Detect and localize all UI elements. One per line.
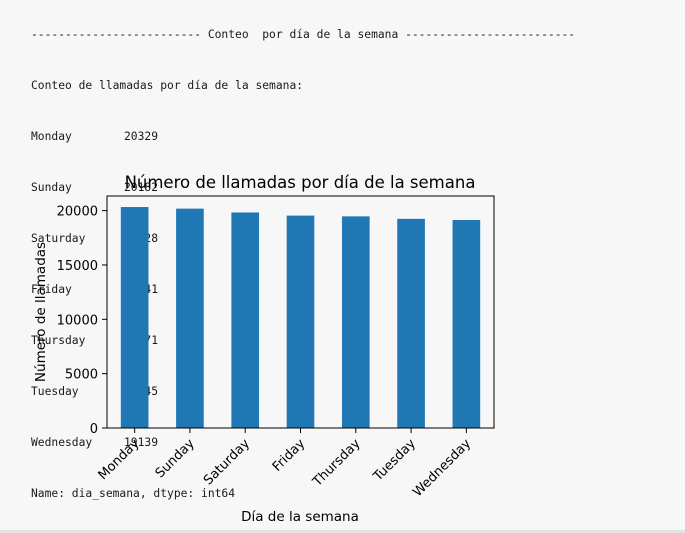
separator-line: ------------------------- Conteo por día… <box>31 28 576 41</box>
bar-sunday <box>176 208 204 428</box>
y-tick-label: 20000 <box>57 205 98 220</box>
series-footer: Name: dia_semana, dtype: int64 <box>31 487 236 500</box>
series-day: Sunday <box>31 181 72 194</box>
series-count: 19139 <box>124 436 159 449</box>
x-tick-label: Monday <box>96 436 143 483</box>
bar-tuesday <box>397 218 425 428</box>
series-row: Wednesday 19139 <box>31 434 575 451</box>
y-axis-label: Número de llamadas <box>33 242 49 382</box>
bar-friday <box>286 215 315 428</box>
series-count: 20329 <box>124 130 159 143</box>
series-row: Sunday 20182 <box>31 179 575 196</box>
series-day: Monday <box>31 130 72 143</box>
bar-saturday <box>231 212 260 428</box>
bar-monday <box>120 207 149 428</box>
bars-group <box>120 207 481 428</box>
series-header: Conteo de llamadas por día de la semana: <box>31 79 304 92</box>
plot-frame <box>106 195 495 429</box>
series-count: 20182 <box>124 181 159 194</box>
x-tick-label: Sunday <box>153 436 198 481</box>
x-tick-label: Tuesday <box>370 436 419 485</box>
series-day: Thursday <box>31 334 86 347</box>
y-tick-label: 5000 <box>65 368 98 383</box>
cell-bottom-border <box>0 530 685 533</box>
y-axis: 0 5000 10000 15000 20000 <box>57 205 107 437</box>
bar-thursday <box>341 216 370 428</box>
x-axis: Monday Sunday Saturday Friday Thursday Tuesda… <box>96 428 474 500</box>
series-day: Saturday <box>31 232 86 245</box>
x-tick-label: Friday <box>270 436 309 475</box>
y-tick-label: 15000 <box>57 259 98 274</box>
bar-wednesday <box>452 219 481 428</box>
x-axis-label: Día de la semana <box>241 509 359 525</box>
series-day: Wednesday <box>31 436 93 449</box>
series-day: Friday <box>31 283 72 296</box>
series-row: Monday 20329 <box>31 128 575 145</box>
x-tick-label: Wednesday <box>410 436 474 500</box>
x-tick-label: Thursday <box>310 436 364 490</box>
series-day: Tuesday <box>31 385 79 398</box>
y-tick-label: 10000 <box>57 313 98 328</box>
x-tick-label: Saturday <box>201 436 253 488</box>
y-tick-label: 0 <box>90 422 98 437</box>
chart-title: Número de llamadas por día de la semana <box>125 173 476 192</box>
